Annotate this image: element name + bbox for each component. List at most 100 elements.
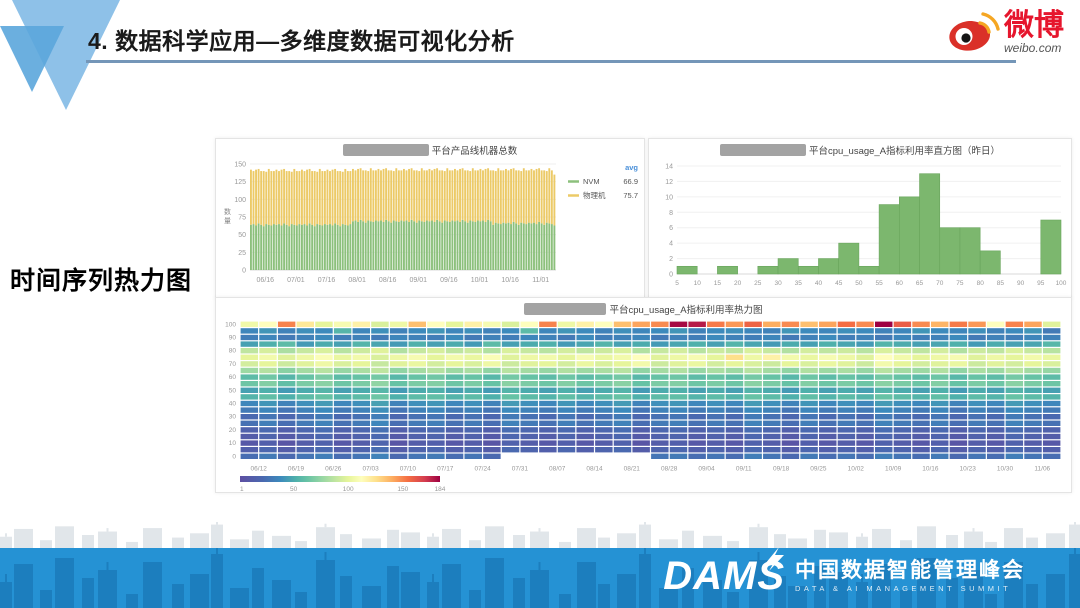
svg-text:10: 10	[694, 280, 702, 287]
svg-text:20: 20	[229, 427, 237, 434]
svg-text:10/01: 10/01	[471, 277, 489, 284]
svg-text:0: 0	[669, 272, 673, 279]
panel-title-row: 平台cpu_usage_A指标利用率直方图（昨日）	[649, 139, 1071, 158]
svg-text:184: 184	[435, 486, 446, 493]
svg-text:40: 40	[229, 401, 237, 408]
svg-text:14: 14	[665, 164, 673, 171]
svg-text:6: 6	[669, 225, 673, 232]
svg-text:08/01: 08/01	[348, 277, 366, 284]
svg-text:150: 150	[397, 486, 408, 493]
chart-title: 平台cpu_usage_A指标利用率热力图	[609, 305, 763, 316]
svg-text:2: 2	[669, 256, 673, 263]
svg-text:40: 40	[815, 280, 823, 287]
chart-title: 平台产品线机器总数	[431, 146, 518, 157]
svg-text:20: 20	[734, 280, 742, 287]
svg-text:09/18: 09/18	[773, 466, 790, 473]
svg-text:09/16: 09/16	[440, 277, 458, 284]
svg-text:5: 5	[675, 280, 679, 287]
svg-text:08/21: 08/21	[624, 466, 641, 473]
dams-text: DAMS	[663, 554, 785, 598]
triangle-logo-icon	[0, 0, 120, 110]
dams-logo: DAMS	[663, 548, 785, 598]
svg-text:avg: avg	[625, 163, 638, 172]
svg-text:75: 75	[956, 280, 964, 287]
svg-text:25: 25	[754, 280, 762, 287]
svg-text:07/16: 07/16	[318, 277, 336, 284]
svg-text:12: 12	[665, 179, 673, 186]
svg-text:06/26: 06/26	[325, 466, 342, 473]
svg-text:10: 10	[229, 440, 237, 447]
svg-text:45: 45	[835, 280, 843, 287]
weibo-brand-text: 微博	[1004, 8, 1064, 42]
svg-text:11/06: 11/06	[1034, 466, 1050, 473]
svg-text:物理机: 物理机	[583, 190, 606, 200]
svg-text:100: 100	[343, 486, 354, 493]
weibo-logo: 微博 weibo.com	[944, 8, 1064, 56]
skyline-blue-icon	[0, 548, 1080, 608]
svg-text:10/16: 10/16	[501, 277, 519, 284]
svg-text:15: 15	[714, 280, 722, 287]
svg-text:85: 85	[997, 280, 1005, 287]
svg-text:NVM: NVM	[583, 177, 600, 186]
svg-text:07/01: 07/01	[287, 277, 305, 284]
svg-text:11/01: 11/01	[532, 277, 549, 284]
svg-text:08/14: 08/14	[586, 466, 603, 473]
svg-text:10/02: 10/02	[848, 466, 865, 473]
title-underline	[86, 60, 1016, 63]
page-title: 4. 数据科学应用—多维度数据可视化分析	[88, 28, 515, 54]
svg-text:75: 75	[238, 215, 246, 222]
panel-cpu-heatmap: 平台cpu_usage_A指标利用率热力图 100 90 80 70 60 50 40 30 2…	[215, 297, 1072, 493]
svg-text:06/12: 06/12	[251, 466, 268, 473]
svg-text:量: 量	[224, 217, 231, 225]
skyline-gray-icon	[0, 521, 1080, 548]
svg-text:8: 8	[669, 210, 673, 217]
svg-text:35: 35	[795, 280, 803, 287]
histogram-chart: 0 2 4 6 8 10 12 14 5 10 15 20 25 30 35 40 45 50 55 60 65 70 75…	[665, 164, 1067, 288]
svg-text:30: 30	[774, 280, 782, 287]
footer-white-strip	[0, 521, 1080, 548]
weibo-domain-text: weibo.com	[1004, 40, 1062, 55]
svg-text:100: 100	[234, 197, 246, 204]
svg-text:09/25: 09/25	[810, 466, 827, 473]
svg-text:50: 50	[855, 280, 863, 287]
svg-text:66.9: 66.9	[623, 177, 638, 186]
svg-text:08/16: 08/16	[379, 277, 397, 284]
stacked-bar-chart: 0 25 50 75 100 125 150 数量 06/16 07/01 07/16 08/01 08…	[224, 162, 638, 285]
svg-text:09/11: 09/11	[736, 466, 752, 473]
redaction-box	[342, 144, 429, 156]
svg-text:0: 0	[232, 453, 236, 460]
svg-text:06/19: 06/19	[288, 466, 305, 473]
weibo-eye-icon	[949, 12, 1000, 51]
svg-text:07/31: 07/31	[512, 466, 529, 473]
svg-text:55: 55	[875, 280, 883, 287]
chart-title: 平台cpu_usage_A指标利用率直方图（昨日）	[808, 146, 1001, 157]
svg-text:1: 1	[240, 486, 244, 493]
svg-text:07/03: 07/03	[362, 466, 379, 473]
svg-text:25: 25	[238, 250, 246, 257]
svg-text:150: 150	[234, 162, 246, 169]
svg-text:70: 70	[229, 361, 237, 368]
svg-text:50: 50	[229, 387, 237, 394]
svg-text:10: 10	[665, 194, 673, 201]
lightning-bolt-icon	[765, 548, 785, 571]
panel-cpu-histogram: 平台cpu_usage_A指标利用率直方图（昨日） 0 2 4 6 8 10 12 14 5 10…	[648, 138, 1072, 299]
redaction-box	[524, 303, 607, 315]
svg-text:80: 80	[229, 348, 237, 355]
svg-text:65: 65	[916, 280, 924, 287]
svg-text:90: 90	[1017, 280, 1025, 287]
svg-text:09/04: 09/04	[698, 466, 715, 473]
svg-text:100: 100	[225, 321, 236, 328]
svg-text:70: 70	[936, 280, 944, 287]
section-label: 时间序列热力图	[10, 267, 193, 295]
svg-text:0: 0	[242, 268, 246, 275]
svg-text:60: 60	[229, 374, 237, 381]
svg-text:4: 4	[669, 241, 673, 248]
svg-text:08/07: 08/07	[549, 466, 566, 473]
svg-text:50: 50	[238, 232, 246, 239]
svg-text:80: 80	[977, 280, 985, 287]
summit-title-en: DATA & AI MANAGEMENT SUMMIT	[795, 584, 1012, 594]
svg-text:10/30: 10/30	[997, 466, 1014, 473]
svg-text:数: 数	[224, 207, 231, 216]
svg-text:10/09: 10/09	[885, 466, 902, 473]
